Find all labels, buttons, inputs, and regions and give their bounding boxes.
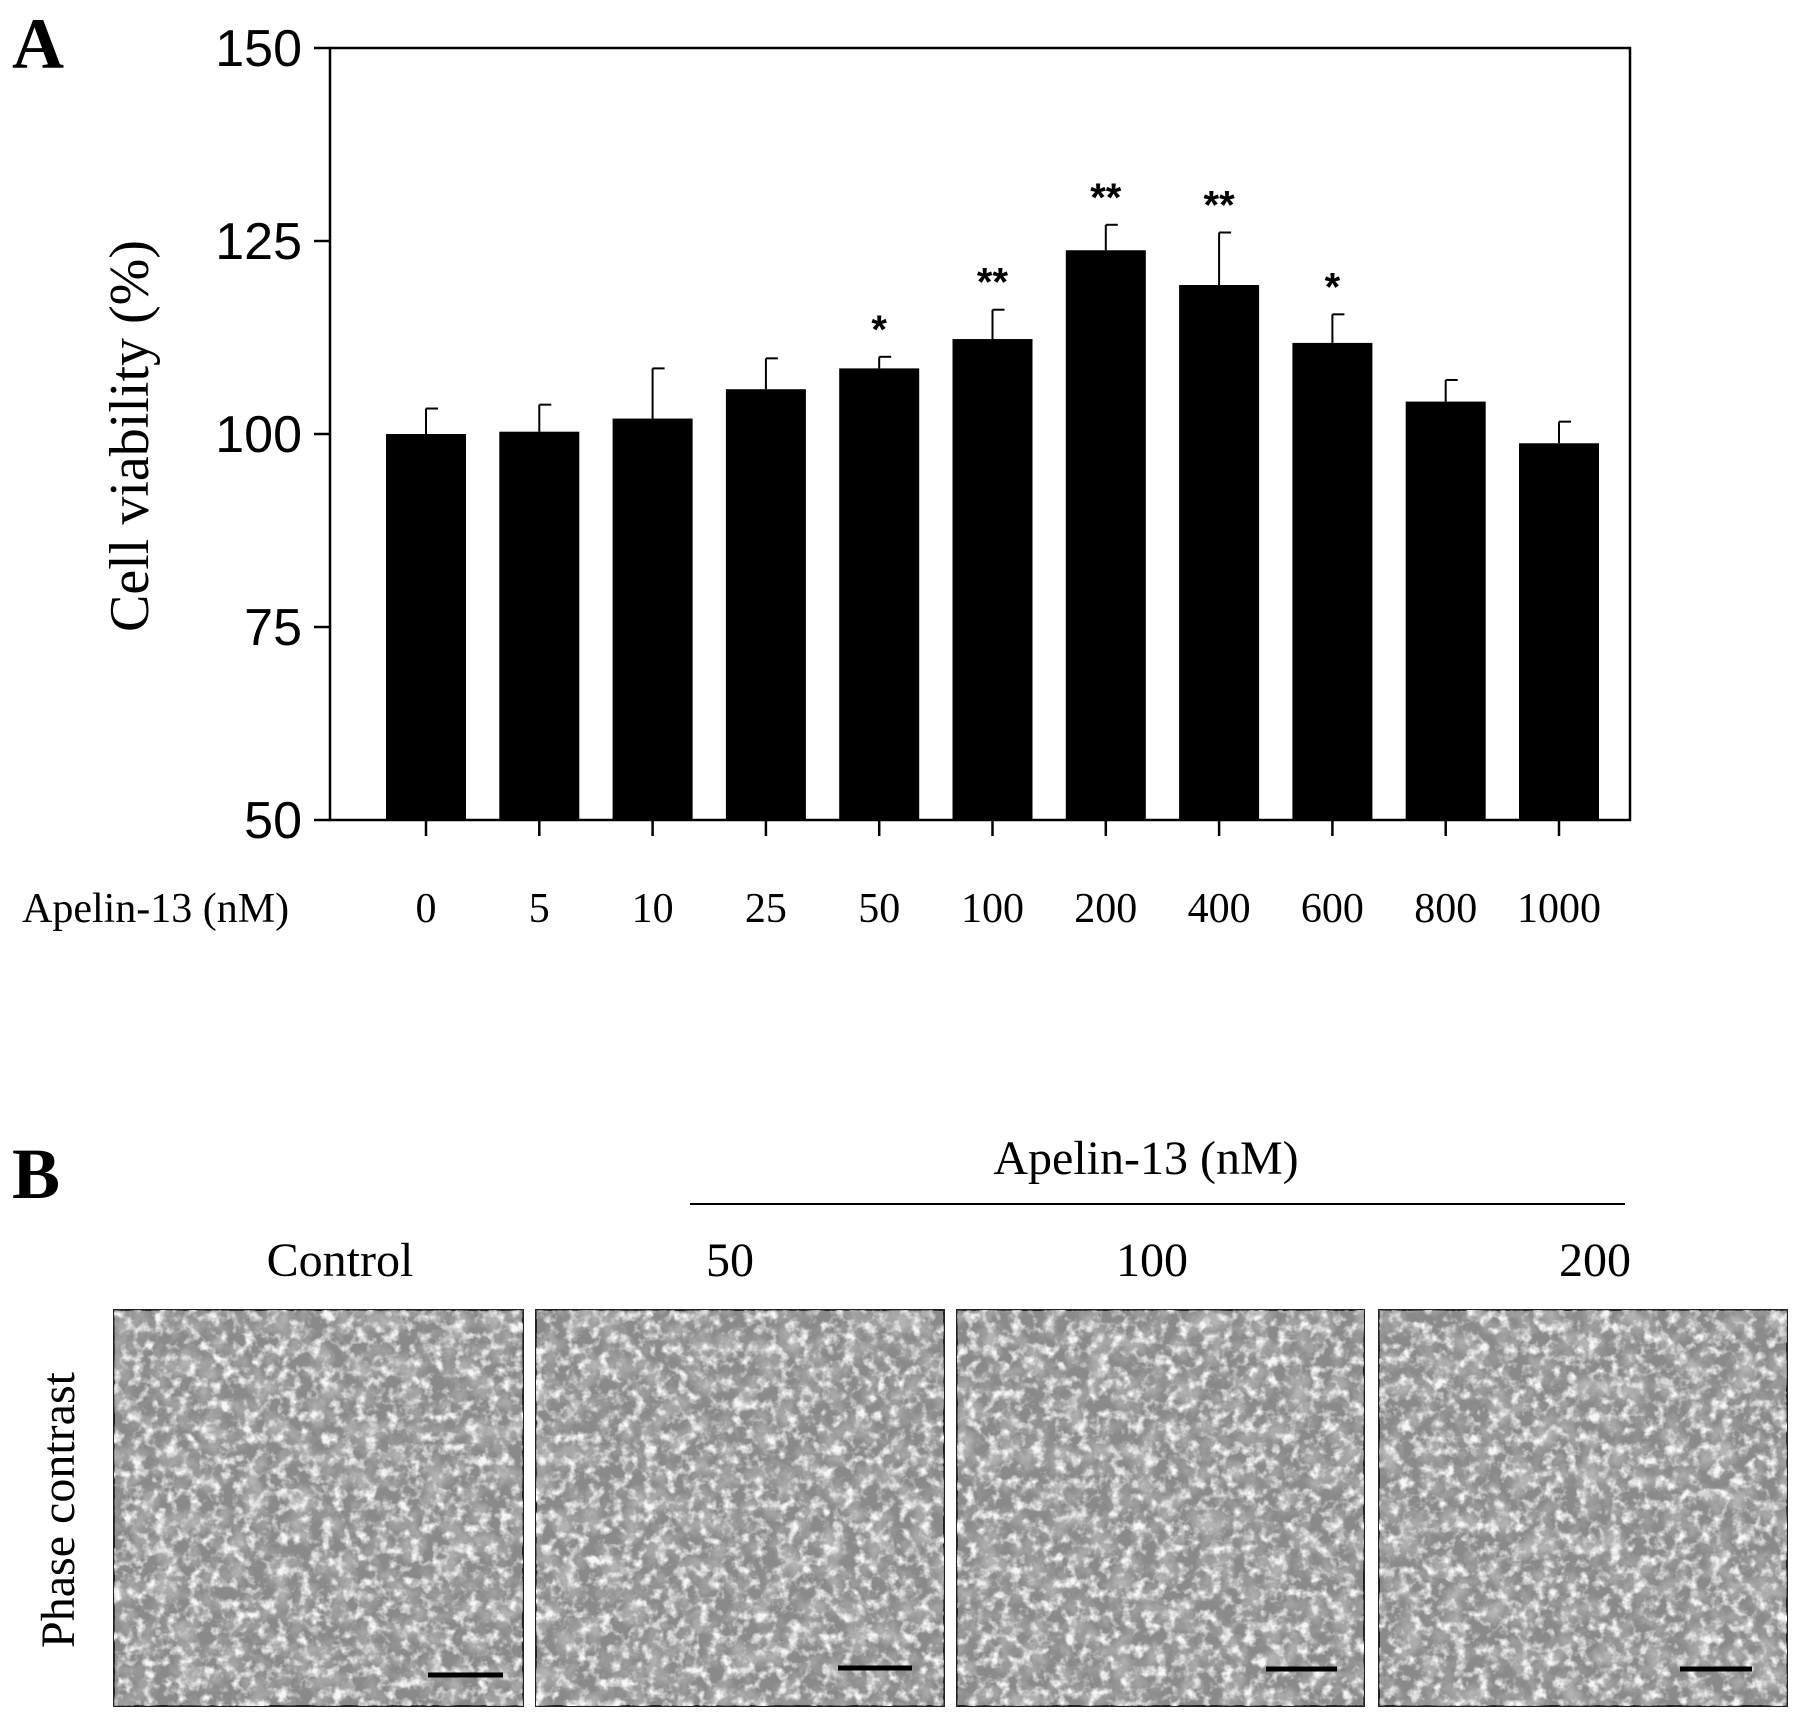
panel-b-label: B (12, 1134, 60, 1214)
bar-10 (612, 418, 693, 820)
bar-800 (1405, 401, 1486, 820)
y-tick-label: 75 (244, 599, 302, 657)
bar-200 (1065, 250, 1146, 820)
column-label-control: Control (267, 1234, 414, 1287)
x-tick-label: 10 (632, 886, 674, 932)
x-tick-label: 5 (529, 886, 550, 932)
bar-25 (725, 389, 806, 820)
group-label: Apelin-13 (nM) (993, 1132, 1298, 1185)
y-tick-label: 150 (215, 20, 302, 78)
bar-400 (1179, 285, 1260, 820)
significance-marker: ** (1204, 184, 1236, 228)
x-tick-label: 400 (1188, 886, 1251, 932)
significance-marker: ** (1090, 176, 1122, 220)
micrograph-control (113, 1309, 524, 1707)
y-tick-label: 100 (215, 406, 302, 464)
y-axis: 50 75 100 125 150 (215, 20, 330, 850)
significance-marker: * (871, 308, 887, 352)
x-tick-label: 50 (858, 886, 900, 932)
x-tick-label: 1000 (1517, 886, 1601, 932)
y-tick-label: 125 (215, 213, 302, 271)
bar-600 (1292, 342, 1373, 820)
column-label-200: 200 (1559, 1234, 1631, 1287)
y-tick-label: 50 (244, 792, 302, 850)
micrograph-200 (1378, 1309, 1788, 1707)
micrograph-100 (956, 1309, 1365, 1707)
micrograph-50 (535, 1309, 945, 1707)
x-tick-label: 600 (1301, 886, 1364, 932)
bar-5 (499, 431, 580, 820)
x-tick-label: 0 (416, 886, 437, 932)
bar-100 (952, 339, 1033, 820)
y-axis-title: Cell viability (%) (99, 240, 161, 632)
x-tick-label: 200 (1074, 886, 1137, 932)
x-axis-title: Apelin-13 (nM) (22, 886, 289, 932)
bar-0 (386, 434, 466, 820)
x-tick-label: 100 (961, 886, 1024, 932)
significance-marker: * (1325, 265, 1341, 309)
bars: ***** *** (386, 176, 1599, 820)
bar-50 (839, 368, 920, 820)
significance-marker: ** (977, 261, 1009, 305)
bar-1000 (1519, 443, 1599, 820)
x-axis: 0 5 10 25 50 100 200 400 600 800 1000 (416, 820, 1601, 932)
panel-a-label: A (12, 4, 64, 84)
x-tick-label: 25 (745, 886, 787, 932)
column-label-50: 50 (706, 1234, 754, 1287)
row-label: Phase contrast (32, 1371, 85, 1648)
x-tick-label: 800 (1414, 886, 1477, 932)
column-label-100: 100 (1116, 1234, 1188, 1287)
